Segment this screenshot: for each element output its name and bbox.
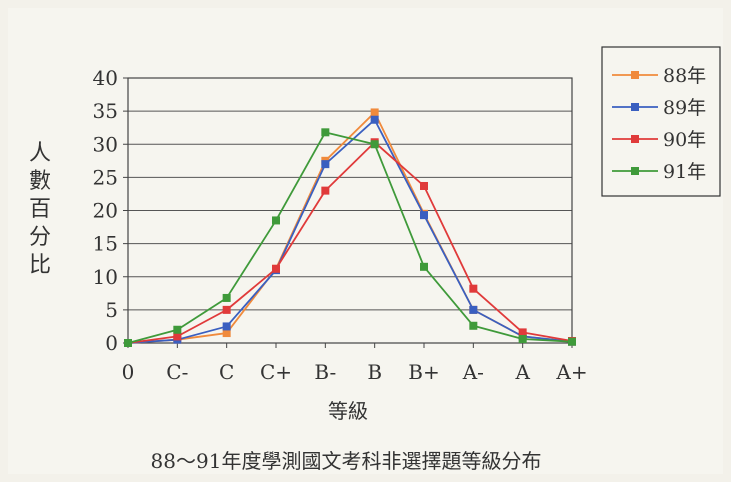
- x-tick-label: A: [514, 360, 530, 384]
- x-tick-label: C-: [166, 360, 188, 384]
- legend-item: 88年: [612, 65, 706, 87]
- data-point: [321, 160, 330, 169]
- y-tick-label: 10: [93, 265, 118, 289]
- data-point: [222, 293, 231, 302]
- legend: 88年 89年 90年 91年: [601, 46, 721, 197]
- legend-label: 91年: [663, 161, 706, 183]
- legend-label: 90年: [663, 129, 706, 151]
- x-tick-label: B+: [408, 360, 439, 384]
- y-tick-label: 15: [93, 232, 118, 256]
- legend-item: 91年: [612, 161, 706, 183]
- x-axis-label: 等級: [328, 399, 368, 423]
- data-point: [272, 264, 280, 273]
- y-tick-label: 30: [93, 132, 118, 156]
- y-tick-label: 5: [105, 298, 118, 322]
- y-tick-label: 40: [93, 66, 118, 90]
- legend-marker: [631, 103, 639, 111]
- data-point: [469, 284, 478, 293]
- svg-text:人數百分比: 人數百分比: [29, 141, 51, 278]
- series-line: [127, 141, 573, 344]
- series-line: [127, 118, 573, 344]
- data-point: [420, 211, 428, 220]
- legend-item: 89年: [612, 97, 706, 119]
- data-point: [568, 337, 576, 346]
- series-line: [127, 131, 573, 344]
- data-point: [124, 339, 132, 347]
- legend-marker: [631, 71, 639, 79]
- series-4: [124, 128, 576, 347]
- y-tick-label: 20: [93, 199, 118, 223]
- data-point: [222, 329, 231, 338]
- legend-label: 89年: [663, 97, 706, 119]
- series-lines: [124, 108, 576, 347]
- x-tick-label: B: [367, 360, 382, 384]
- y-tick-label: 0: [105, 331, 118, 355]
- x-tick-label: 0: [122, 360, 135, 384]
- data-point: [321, 128, 330, 137]
- y-axis-label: 人數百分比: [29, 141, 51, 278]
- x-axis-ticks: 0 C- C C+ B- B B+ A- A A+: [122, 343, 588, 384]
- x-tick-label: B-: [314, 360, 336, 384]
- chart-title: 88～91年度學測國文考科非選擇題等級分布: [151, 449, 542, 473]
- data-point: [222, 305, 231, 314]
- data-point: [420, 262, 428, 271]
- data-point: [321, 186, 330, 195]
- data-point: [370, 115, 379, 124]
- data-point: [469, 305, 478, 314]
- legend-label: 88年: [663, 65, 706, 87]
- x-tick-label: A+: [555, 360, 587, 384]
- y-axis-ticks: 0 5 10 15 20 25 30 35 40: [93, 66, 128, 355]
- data-point: [222, 322, 231, 331]
- y-tick-label: 35: [93, 99, 118, 123]
- data-point: [518, 328, 527, 337]
- data-point: [518, 335, 527, 344]
- data-point: [370, 108, 379, 117]
- data-point: [173, 325, 182, 334]
- legend-marker: [631, 167, 639, 175]
- x-tick-label: A-: [462, 360, 484, 384]
- x-tick-label: C+: [260, 360, 292, 384]
- data-point: [272, 216, 280, 225]
- data-point: [370, 140, 379, 149]
- legend-marker: [631, 135, 639, 143]
- legend-item: 90年: [612, 129, 706, 151]
- data-point: [469, 321, 478, 330]
- data-point: [173, 332, 182, 341]
- y-tick-label: 25: [93, 165, 118, 189]
- data-point: [420, 181, 428, 190]
- x-tick-label: C: [219, 360, 234, 384]
